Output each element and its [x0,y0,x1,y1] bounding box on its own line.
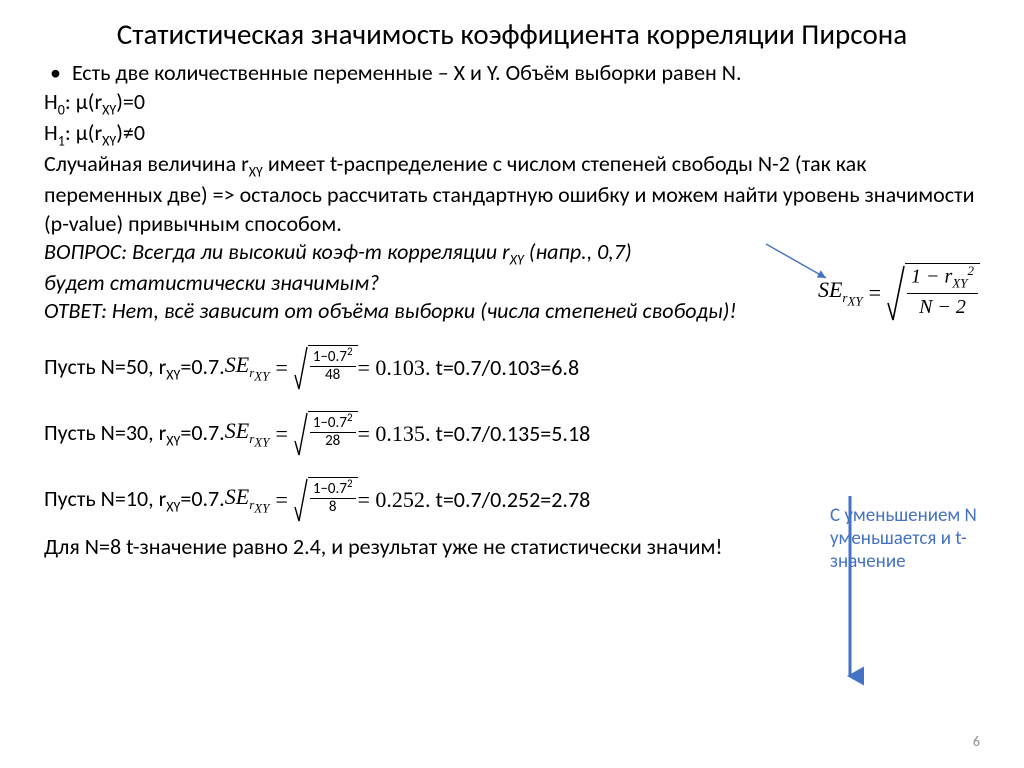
paragraph-distribution: Случайная величина rXY имеет t-распредел… [44,150,980,238]
page-number: 6 [973,733,980,750]
calc-row-1: Пусть N=50, rXY=0.7. SErXY = 1−0.72 48 =… [44,339,980,397]
side-note: С уменьшением N уменьшается и t-значение [830,505,980,573]
slide-title: Статистическая значимость коэффициента к… [44,18,980,51]
hypothesis-h0: H0: μ(rXY)=0 [44,88,980,119]
calc-row-2: Пусть N=30, rXY=0.7. SErXY = 1−0.72 28 =… [44,405,980,463]
bullet-vars: Есть две количественные переменные – X и… [44,59,980,87]
se-formula: SErXY = 1 − rXY2 N − 2 [818,263,980,323]
hypothesis-h1: H1: μ(rXY)≠0 [44,119,980,150]
question-line1: ВОПРОС: Всегда ли высокий коэф-т корреля… [44,238,724,269]
